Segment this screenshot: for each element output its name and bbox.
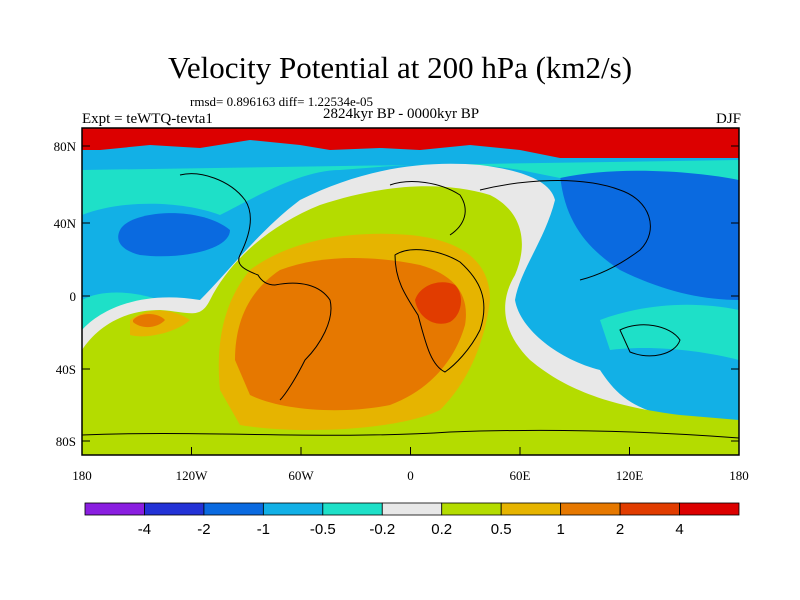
colorbar-swatch	[619, 502, 680, 516]
colorbar-swatch	[203, 502, 264, 516]
colorbar-label: -1	[257, 521, 270, 538]
coastlines	[82, 173, 739, 439]
colorbar-label: 4	[675, 521, 683, 538]
band-orange	[235, 258, 466, 411]
colorbar-label: -2	[197, 521, 210, 538]
lat-tick-label: 40S	[56, 362, 76, 377]
lon-tick-label: 180	[729, 468, 749, 483]
colorbar-label: 0.2	[431, 521, 452, 538]
lat-tick-label: 80S	[56, 434, 76, 449]
colorbar-label: -0.2	[369, 521, 395, 538]
experiment-label: Expt = teWTQ-tevta1	[82, 111, 213, 127]
band-orange-west	[133, 314, 165, 328]
lon-tick-label: 60E	[510, 468, 531, 483]
band-red-top	[82, 128, 739, 158]
colorbar-swatch	[322, 502, 383, 516]
colorbar-swatch	[679, 502, 740, 516]
colorbar-swatch	[381, 502, 443, 516]
lat-tick-label: 80N	[54, 139, 77, 154]
map-title: Velocity Potential at 200 hPa (km2/s)	[167, 50, 633, 85]
colorbar-label: -4	[138, 521, 151, 538]
lon-tick-label: 60W	[288, 468, 314, 483]
colorbar: -4 -2 -1 -0.5 -0.2 0.2 0.5 1 2 4	[84, 502, 740, 538]
period-label: 2824kyr BP - 0000kyr BP	[323, 106, 480, 122]
lon-tick-label: 120W	[176, 468, 209, 483]
band-teal-east	[600, 304, 739, 360]
lon-axis: 180 120W 60W 0 60E 120E 180	[72, 447, 749, 483]
colorbar-swatch	[144, 502, 205, 516]
band-blue-west	[118, 213, 230, 257]
season-label: DJF	[715, 111, 741, 127]
colorbar-swatch	[441, 502, 502, 516]
lon-tick-label: 120E	[616, 468, 644, 483]
colorbar-swatch	[84, 502, 145, 516]
lat-tick-label: 40N	[54, 216, 77, 231]
lat-tick-label: 0	[70, 289, 77, 304]
colorbar-label: 2	[616, 521, 624, 538]
band-redorange	[415, 282, 462, 324]
colorbar-swatch	[560, 502, 621, 516]
contour-fill	[82, 128, 739, 455]
colorbar-label: -0.5	[310, 521, 336, 538]
lat-axis: 80N 40N 0 40S 80S	[54, 139, 739, 449]
lon-tick-label: 180	[72, 468, 92, 483]
colorbar-swatch	[500, 502, 562, 516]
lon-tick-label: 0	[407, 468, 414, 483]
colorbar-label: 0.5	[491, 521, 512, 538]
colorbar-swatch	[262, 502, 324, 516]
colorbar-label: 1	[556, 521, 564, 538]
stats-text: rmsd= 0.896163 diff= 1.22534e-05	[190, 94, 374, 109]
